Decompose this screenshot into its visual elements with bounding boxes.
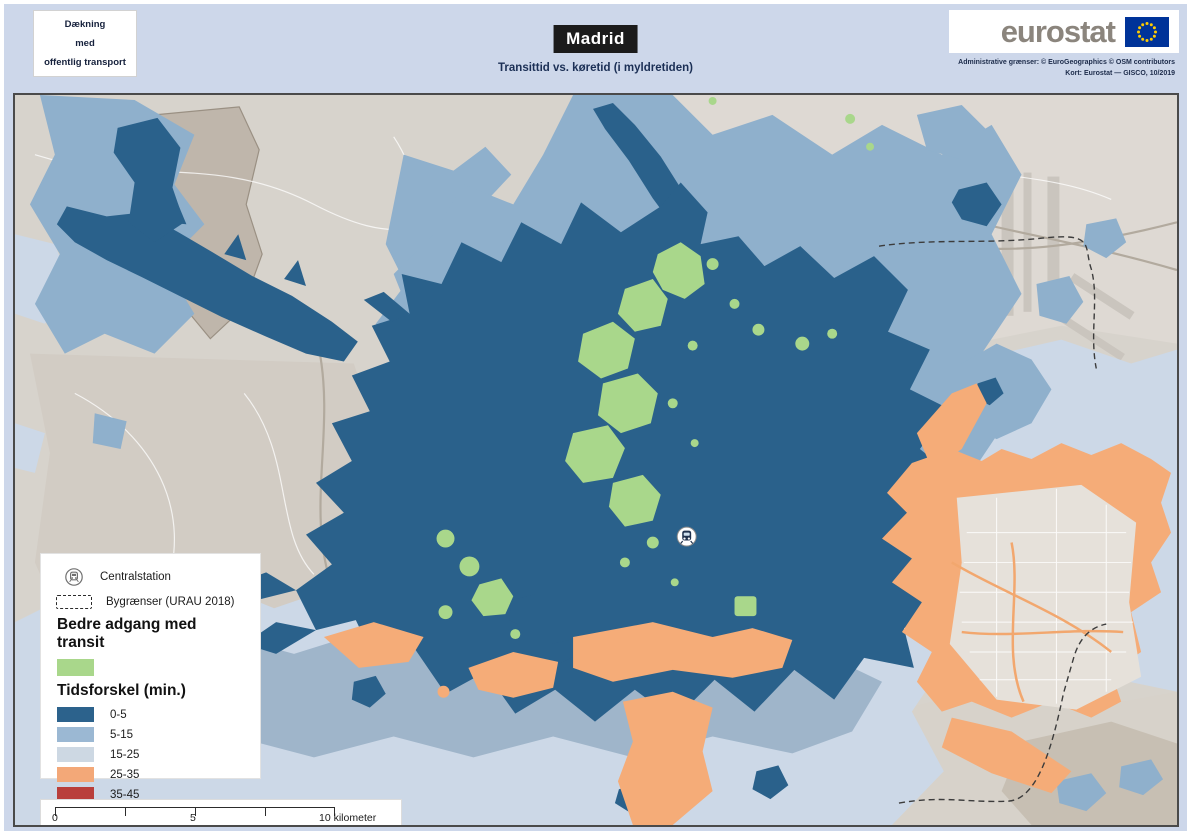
label-35-45: 35-45 (110, 788, 140, 801)
city-boundary-icon (56, 595, 92, 609)
swatch-0-5 (57, 707, 94, 722)
swatch-35-45 (57, 787, 94, 802)
central-station-marker[interactable] (676, 526, 697, 547)
central-station-label: Centralstation (100, 571, 171, 583)
label-5-15: 5-15 (110, 728, 134, 741)
city-boundary-label: Bygrænser (URAU 2018) (106, 596, 235, 608)
legend-class-row: 15-25 (57, 747, 246, 762)
attribution-line-1: Administrative grænser: © EuroGeographic… (958, 59, 1175, 66)
swatch-5-15 (57, 727, 94, 742)
airport-runways (1001, 164, 1135, 361)
scale-label-5: 5 (190, 812, 196, 824)
scale-label-0: 0 (52, 812, 58, 824)
label-25-35: 25-35 (110, 768, 140, 781)
swatch-15-25 (57, 747, 94, 762)
title-block: Madrid Transittid vs. køretid (i myldret… (498, 25, 693, 74)
page-title: Madrid (553, 25, 638, 53)
map-attribution: Administrative grænser: © EuroGeographic… (949, 57, 1179, 79)
scale-label-10: 10 kilometer (319, 812, 377, 824)
label-0-5: 0-5 (110, 708, 127, 721)
legend-class-row: 25-35 (57, 767, 246, 782)
info-line-2: med (75, 38, 95, 49)
better-transit-header: Bedre adgang med transit (57, 616, 197, 651)
page-background: Dækning med offentlig transport Madrid T… (4, 4, 1187, 831)
logo-block: eurostat Administrative grænser: © EuroG… (949, 10, 1179, 79)
swatch-25-35 (57, 767, 94, 782)
map-legend: Centralstation Bygrænser (URAU 2018) Bed… (40, 553, 261, 802)
city-boundary-line (878, 236, 1107, 804)
eu-flag-icon (1125, 16, 1169, 47)
coverage-info-box: Dækning med offentlig transport (33, 10, 137, 77)
attribution-line-2: Kort: Eurostat — GISCO, 10/2019 (1065, 70, 1175, 78)
scale-bar: 0 5 10 kilometer (40, 799, 402, 825)
label-15-25: 15-25 (110, 748, 140, 761)
better-transit-regions (436, 96, 875, 640)
info-line-1: Dækning (64, 19, 106, 30)
central-station-icon (65, 568, 83, 586)
suburban-grid-terrain (949, 484, 1142, 710)
better-transit-swatch (57, 659, 94, 676)
scale-bar-line (55, 807, 335, 816)
legend-class-row: 0-5 (57, 707, 246, 722)
time-difference-header: Tidsforskel (min.) (57, 682, 186, 699)
info-line-3: offentlig transport (44, 57, 126, 68)
legend-class-row: 35-45 (57, 787, 246, 802)
map-frame: Centralstation Bygrænser (URAU 2018) Bed… (13, 93, 1179, 827)
eurostat-logo-text: eurostat (1000, 14, 1116, 49)
eurostat-logo: eurostat (949, 10, 1179, 53)
page-subtitle: Transittid vs. køretid (i myldretiden) (498, 62, 693, 74)
legend-class-row: 5-15 (57, 727, 246, 742)
